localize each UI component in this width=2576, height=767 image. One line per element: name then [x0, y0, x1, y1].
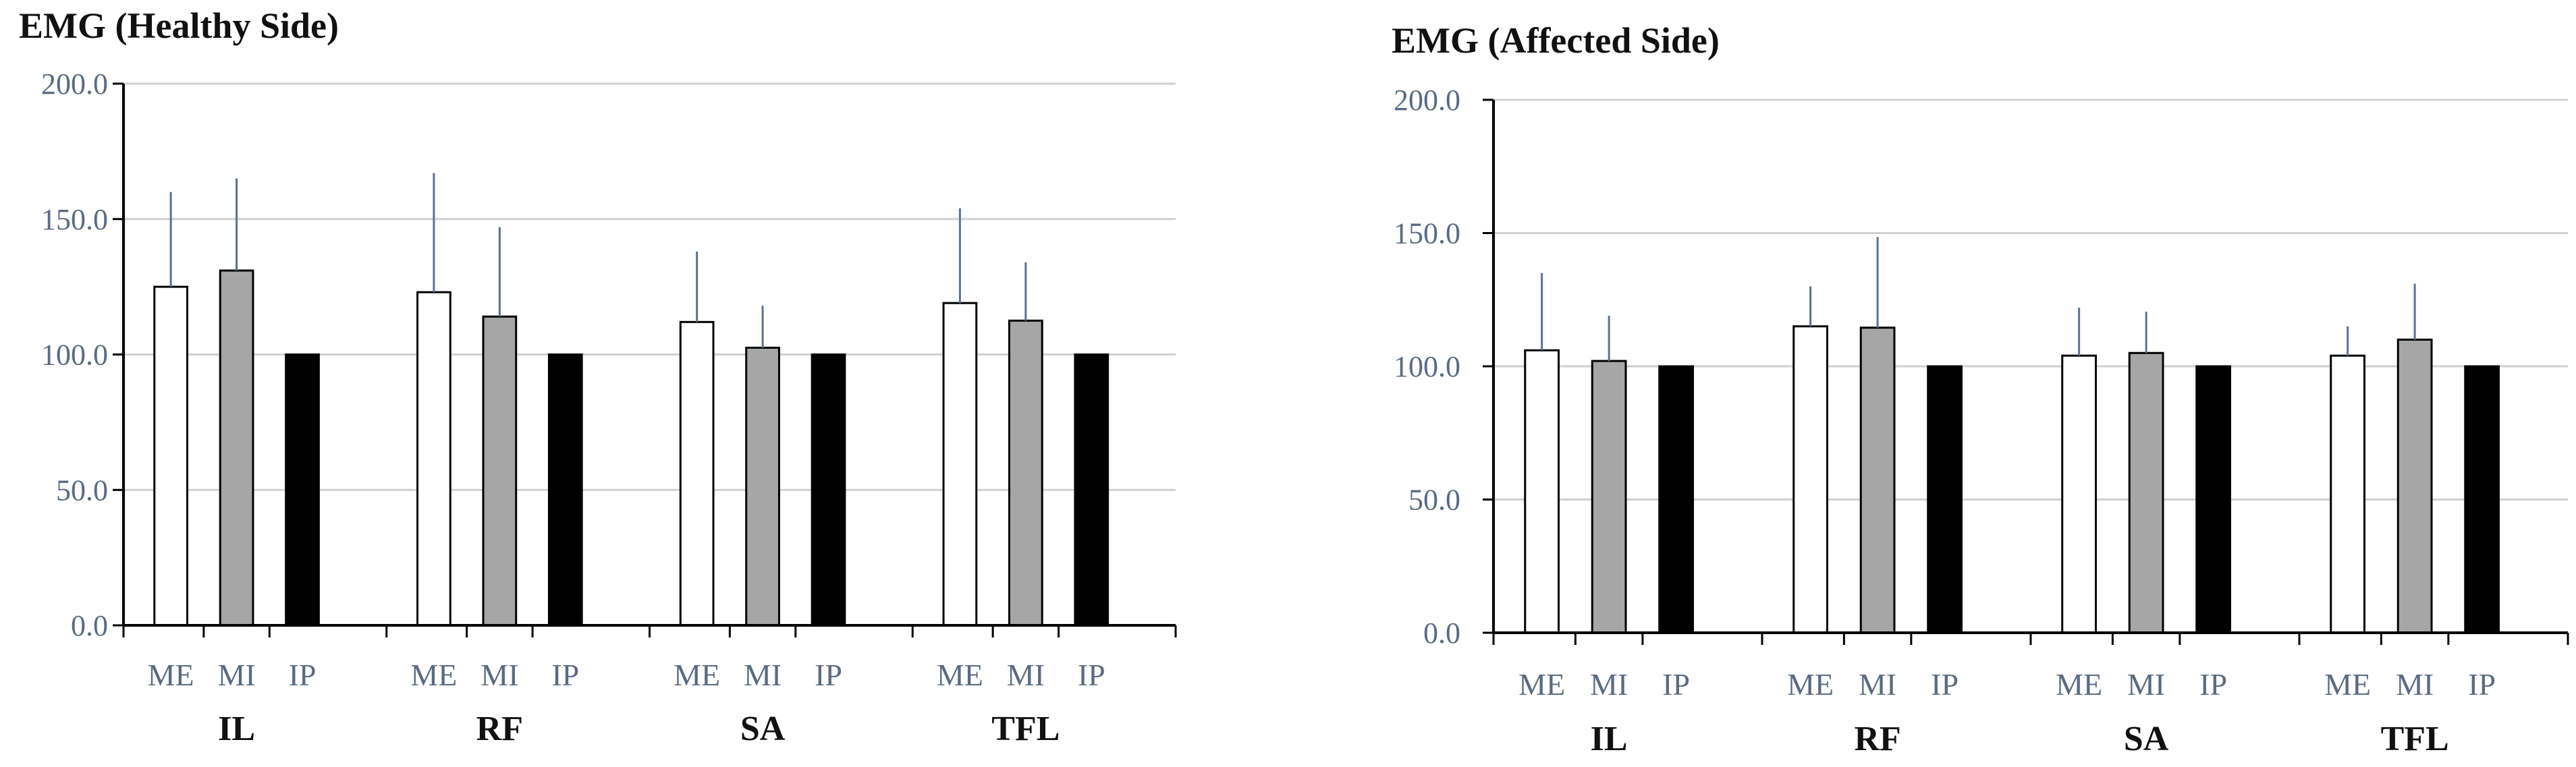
x-tick-label: MI	[1859, 667, 1896, 702]
chart-title-affected: EMG (Affected Side)	[1392, 20, 1720, 61]
y-tick-label: 200.0	[1394, 84, 1460, 117]
x-tick-label: MI	[744, 658, 782, 692]
bar-sa-mi	[745, 346, 780, 627]
x-tick-label: ME	[148, 658, 194, 692]
x-tick-label: MI	[1590, 667, 1628, 702]
x-tick-label: IP	[2468, 667, 2496, 702]
x-tick-label: ME	[1518, 667, 1565, 702]
bar-tfl-mi	[1008, 319, 1043, 627]
group-label: TFL	[991, 710, 1060, 748]
bar-tfl-ip	[1074, 353, 1109, 627]
x-tick-label: MI	[2396, 667, 2434, 702]
y-tick-label: 100.0	[1394, 350, 1460, 383]
bar-tfl-mi	[2396, 339, 2433, 634]
x-tick-label: ME	[674, 658, 720, 692]
x-tick-label: MI	[2127, 667, 2165, 702]
x-tick-label: MI	[217, 658, 255, 692]
bar-sa-me	[2061, 354, 2098, 634]
bar-rf-ip	[1927, 365, 1963, 634]
bar-rf-mi	[1859, 326, 1896, 634]
bar-il-mi	[219, 269, 254, 627]
x-tick-label: ME	[410, 658, 457, 692]
y-tick-label: 150.0	[1394, 217, 1460, 250]
y-tick-label: 50.0	[1408, 484, 1460, 517]
x-tick-label: ME	[1787, 667, 1834, 702]
bar-sa-ip	[811, 353, 846, 627]
bar-sa-ip	[2195, 365, 2232, 634]
x-tick-label: IP	[1662, 667, 1690, 702]
bar-rf-mi	[482, 315, 518, 627]
y-tick-label: 150.0	[41, 203, 108, 236]
bar-tfl-ip	[2464, 365, 2500, 634]
x-tick-label: IP	[551, 658, 579, 692]
group-label: IL	[1591, 720, 1628, 758]
group-label: RF	[476, 710, 523, 748]
y-tick-label: 200.0	[41, 67, 108, 101]
chart-affected-side: EMG (Affected Side) 0.0 50.0 100.0 150.0 200…	[1392, 20, 2569, 758]
y-tick-label: 0.0	[71, 609, 108, 642]
group-label: SA	[740, 710, 786, 748]
group-label: RF	[1854, 720, 1900, 758]
x-tick-label: IP	[289, 658, 317, 692]
bar-il-ip	[285, 353, 320, 627]
bar-il-mi	[1591, 360, 1627, 634]
bar-sa-mi	[2128, 351, 2164, 634]
bar-il-ip	[1658, 365, 1695, 634]
x-tick-label: IP	[815, 658, 842, 692]
chart-title-healthy: EMG (Healthy Side)	[19, 5, 339, 46]
x-tick-label: IP	[2199, 667, 2227, 702]
chart-healthy-side: EMG (Healthy Side) 0.0 50.0 100.0 150.0 200.…	[19, 5, 1177, 748]
x-tick-label: ME	[937, 658, 983, 692]
x-tick-label: ME	[2324, 667, 2371, 702]
x-tick-label: IP	[1078, 658, 1105, 692]
bar-sa-me	[679, 320, 715, 627]
x-tick-label: MI	[481, 658, 518, 692]
x-tick-label: ME	[2056, 667, 2102, 702]
bar-rf-ip	[547, 353, 583, 627]
group-label: IL	[218, 710, 255, 748]
group-label: TFL	[2381, 720, 2449, 758]
bar-rf-me	[416, 291, 451, 627]
x-tick-label: MI	[1007, 658, 1045, 692]
x-tick-label: IP	[1931, 667, 1958, 702]
bar-tfl-me	[2330, 354, 2366, 634]
bar-tfl-me	[942, 302, 978, 627]
y-tick-label: 50.0	[56, 474, 108, 507]
bar-il-me	[1524, 349, 1560, 634]
y-tick-label: 0.0	[1423, 617, 1460, 650]
bar-rf-me	[1792, 325, 1829, 634]
group-label: SA	[2124, 720, 2169, 758]
bar-il-me	[153, 285, 189, 627]
y-tick-label: 100.0	[41, 339, 108, 372]
